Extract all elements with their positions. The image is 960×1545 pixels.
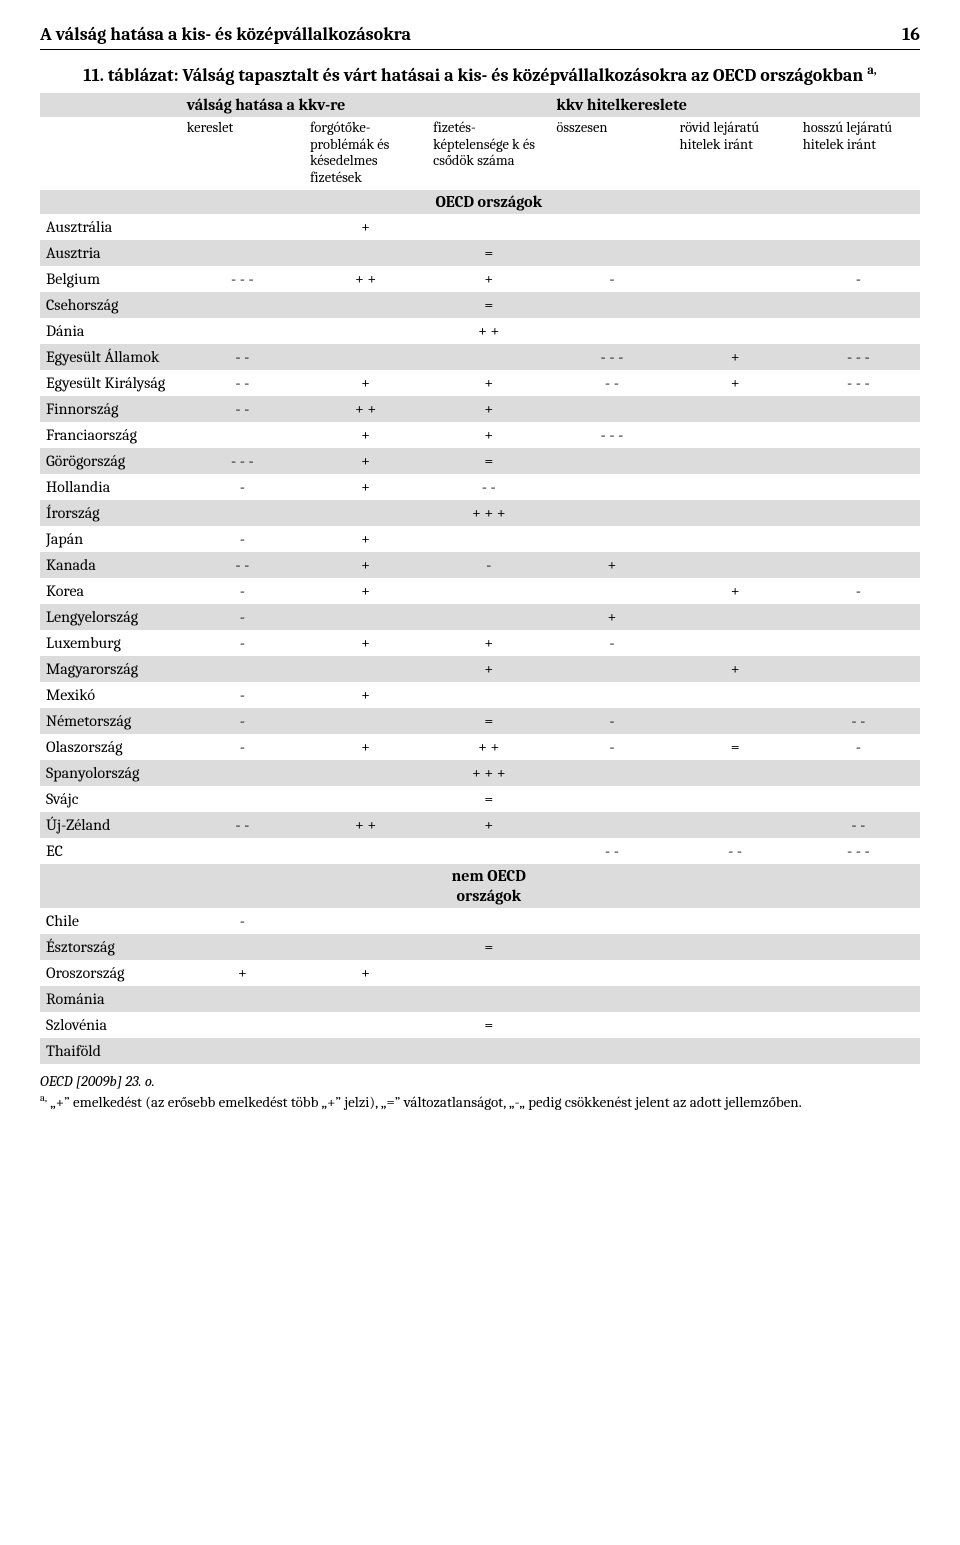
table-row: Lengyelország-+: [40, 604, 920, 630]
country-cell: Dánia: [40, 318, 181, 344]
table-row: Korea-++-: [40, 578, 920, 604]
country-cell: Lengyelország: [40, 604, 181, 630]
country-cell: Románia: [40, 986, 181, 1012]
country-cell: Thaiföld: [40, 1038, 181, 1064]
table-row: Észtország=: [40, 934, 920, 960]
country-cell: Németország: [40, 708, 181, 734]
country-cell: Korea: [40, 578, 181, 604]
country-cell: EC: [40, 838, 181, 864]
table-row: Új-Zéland- -+ ++- -: [40, 812, 920, 838]
table-row: Thaiföld: [40, 1038, 920, 1064]
table-row: Csehország=: [40, 292, 920, 318]
table-title-sup: a,: [867, 64, 877, 78]
table-row: OECD országok: [40, 190, 920, 214]
footnote-text: „+” emelkedést (az erősebb emelkedést tö…: [47, 1093, 802, 1111]
country-cell: Franciaország: [40, 422, 181, 448]
table-row: Egyesült Államok- -- - -+- - -: [40, 344, 920, 370]
country-cell: Finnország: [40, 396, 181, 422]
country-cell: Olaszország: [40, 734, 181, 760]
table-row: Finnország- -+ ++: [40, 396, 920, 422]
country-cell: Oroszország: [40, 960, 181, 986]
country-cell: Egyesült Államok: [40, 344, 181, 370]
table-row: nem OECD országok: [40, 864, 920, 908]
country-cell: Írország: [40, 500, 181, 526]
table-row: Kanada- -+-+: [40, 552, 920, 578]
country-cell: Mexikó: [40, 682, 181, 708]
source-text: OECD [2009b] 23. o.: [40, 1072, 155, 1090]
country-cell: Belgium: [40, 266, 181, 292]
country-cell: Japán: [40, 526, 181, 552]
table-row: Ausztria=: [40, 240, 920, 266]
country-cell: Kanada: [40, 552, 181, 578]
table-row: Románia: [40, 986, 920, 1012]
country-cell: Luxemburg: [40, 630, 181, 656]
table-row: Chile-: [40, 908, 920, 934]
table-row: Olaszország-++ +-=-: [40, 734, 920, 760]
table-row: Japán-+: [40, 526, 920, 552]
country-cell: Új-Zéland: [40, 812, 181, 838]
table-row: Svájc=: [40, 786, 920, 812]
table-row: Hollandia-+- -: [40, 474, 920, 500]
table-row: Magyarország++: [40, 656, 920, 682]
table-row: válság hatása a kkv-rekkv hitelkereslete: [40, 93, 920, 117]
table-row: Egyesült Királyság- -++- -+- - -: [40, 370, 920, 396]
table-title: 11. táblázat: Válság tapasztalt és várt …: [40, 64, 920, 88]
running-header: A válság hatása a kis- és középvállalkoz…: [40, 24, 920, 50]
table-row: Belgium- - -+ ++--: [40, 266, 920, 292]
table-row: Ausztrália+: [40, 214, 920, 240]
table-row: Szlovénia=: [40, 1012, 920, 1038]
table-row: EC- -- -- - -: [40, 838, 920, 864]
country-cell: Csehország: [40, 292, 181, 318]
country-cell: Egyesült Királyság: [40, 370, 181, 396]
table-row: keresletforgótőke-problémák és késedelme…: [40, 117, 920, 190]
country-cell: Magyarország: [40, 656, 181, 682]
table-row: Görögország- - -+=: [40, 448, 920, 474]
table-row: Írország+ + +: [40, 500, 920, 526]
country-cell: Hollandia: [40, 474, 181, 500]
footnote: a, „+” emelkedést (az erősebb emelkedést…: [40, 1092, 920, 1112]
table-title-prefix: 11. táblázat:: [83, 65, 178, 86]
table-row: Spanyolország+ + +: [40, 760, 920, 786]
table-row: Németország-=-- -: [40, 708, 920, 734]
country-cell: Ausztrália: [40, 214, 181, 240]
table-row: Mexikó-+: [40, 682, 920, 708]
table-row: Luxemburg-++-: [40, 630, 920, 656]
country-cell: Ausztria: [40, 240, 181, 266]
data-table: válság hatása a kkv-rekkv hitelkereslete…: [40, 93, 920, 1064]
page-number: 16: [902, 24, 920, 47]
country-cell: Észtország: [40, 934, 181, 960]
table-row: Oroszország++: [40, 960, 920, 986]
table-row: Dánia+ +: [40, 318, 920, 344]
table-row: Franciaország++- - -: [40, 422, 920, 448]
country-cell: Görögország: [40, 448, 181, 474]
country-cell: Chile: [40, 908, 181, 934]
table-title-body: Válság tapasztalt és várt hatásai a kis-…: [179, 65, 868, 86]
header-title: A válság hatása a kis- és középvállalkoz…: [40, 24, 411, 47]
country-cell: Spanyolország: [40, 760, 181, 786]
source-line: OECD [2009b] 23. o.: [40, 1072, 920, 1091]
country-cell: Szlovénia: [40, 1012, 181, 1038]
country-cell: Svájc: [40, 786, 181, 812]
